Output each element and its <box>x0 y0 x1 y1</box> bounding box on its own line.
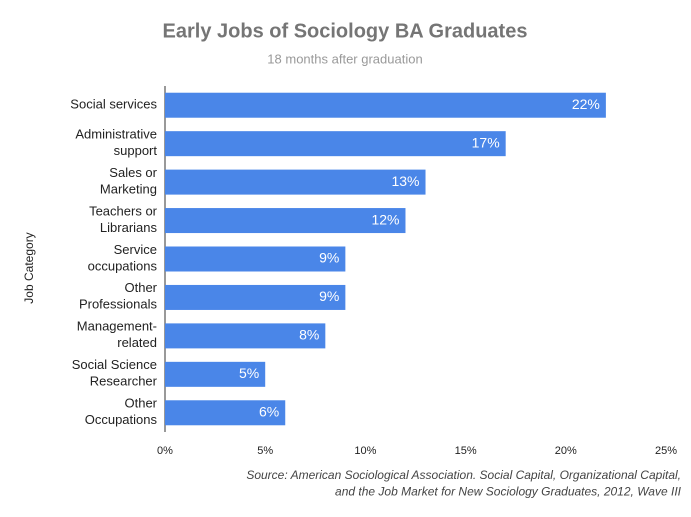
bar <box>165 92 606 118</box>
chart-subtitle: 18 months after graduation <box>267 51 422 66</box>
y-tick-label: Teachers or Librarians <box>89 204 158 236</box>
chart-title: Early Jobs of Sociology BA Graduates <box>163 20 528 42</box>
value-label: 9% <box>319 288 339 304</box>
bar <box>165 246 346 272</box>
bar <box>165 284 346 310</box>
x-tick-label: 5% <box>257 445 273 457</box>
value-label: 17% <box>472 134 500 150</box>
value-label: 9% <box>319 250 339 266</box>
bar <box>165 169 426 195</box>
value-label: 12% <box>371 211 399 227</box>
y-axis-label: Job Category <box>22 232 36 303</box>
value-label: 13% <box>391 173 419 189</box>
y-tick-label: Other Professionals <box>79 281 158 313</box>
value-label: 8% <box>299 327 319 343</box>
value-label: 22% <box>572 96 600 112</box>
bar <box>165 323 326 349</box>
x-tick-label: 0% <box>157 445 173 457</box>
y-tick-label: Administrative support <box>75 127 157 159</box>
y-tick-label: Social services <box>70 97 157 112</box>
value-label: 5% <box>239 365 259 381</box>
y-tick-label: Service occupations <box>88 242 158 274</box>
y-tick-label: Social Science Researcher <box>72 358 158 390</box>
x-tick-label: 15% <box>455 445 477 457</box>
x-tick-label: 20% <box>555 445 577 457</box>
value-label: 6% <box>259 403 279 419</box>
source-note: Source: American Sociological Associatio… <box>246 468 681 499</box>
y-tick-label: Management-related <box>77 319 157 351</box>
bar <box>165 208 406 234</box>
bar <box>165 361 266 387</box>
y-tick-label: Sales or Marketing <box>100 165 158 197</box>
x-tick-label: 10% <box>354 445 376 457</box>
bar <box>165 400 286 426</box>
x-tick-label: 25% <box>655 445 677 457</box>
bar <box>165 131 506 157</box>
y-tick-label: Other Occupations <box>85 396 158 428</box>
